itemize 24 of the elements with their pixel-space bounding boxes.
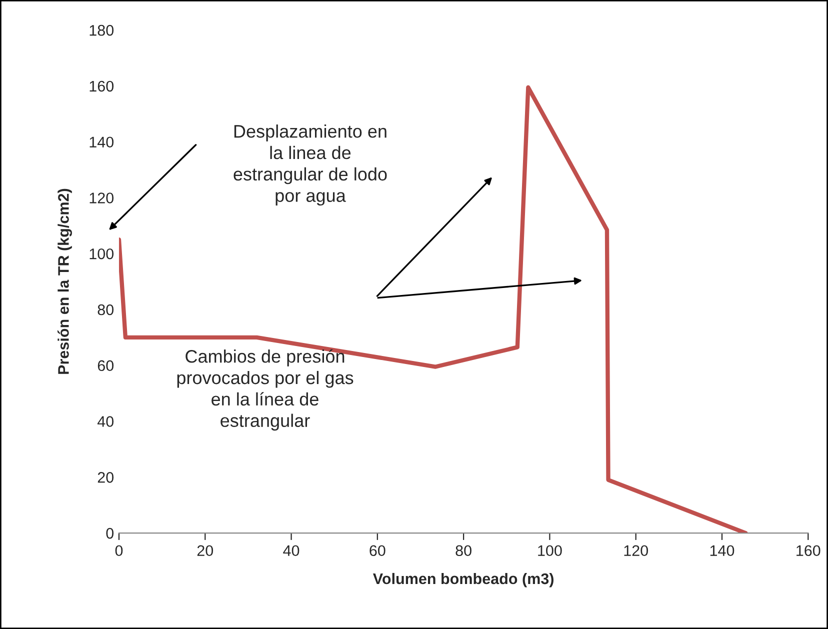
y-tick-label: 140 xyxy=(90,136,114,148)
x-tick-label: 40 xyxy=(283,545,300,556)
x-tick-label: 60 xyxy=(370,545,386,556)
y-tick-label: 120 xyxy=(90,192,114,204)
y-axis-title: Presión en la TR (kg/cm2) xyxy=(58,188,72,374)
x-tick-label: 140 xyxy=(710,545,734,556)
y-tick-label: 20 xyxy=(98,472,114,483)
y-tick-label: 100 xyxy=(90,248,114,260)
x-axis-title: Volumen bombeado (m3) xyxy=(372,572,554,588)
y-tick-label: 0 xyxy=(106,528,114,539)
x-tick-label: 160 xyxy=(796,545,820,556)
x-tick-label: 80 xyxy=(456,545,472,556)
x-tick-label: 120 xyxy=(624,545,648,556)
y-tick-label: 160 xyxy=(90,80,114,92)
y-tick-label: 60 xyxy=(98,360,114,372)
line-series xyxy=(118,85,748,534)
x-tick-label: 0 xyxy=(115,545,123,556)
y-tick-label: 80 xyxy=(98,304,114,316)
y-tick-label: 40 xyxy=(97,416,114,427)
annotation: Cambios de presión provocados por el gas en la línea de estrangular xyxy=(177,349,354,431)
x-tick-label: 100 xyxy=(538,545,562,556)
y-tick-label: 180 xyxy=(90,24,114,36)
x-tick-label: 20 xyxy=(197,545,214,556)
annotation: Desplazamiento en la linea de estrangular de lodo por agua xyxy=(234,124,387,206)
